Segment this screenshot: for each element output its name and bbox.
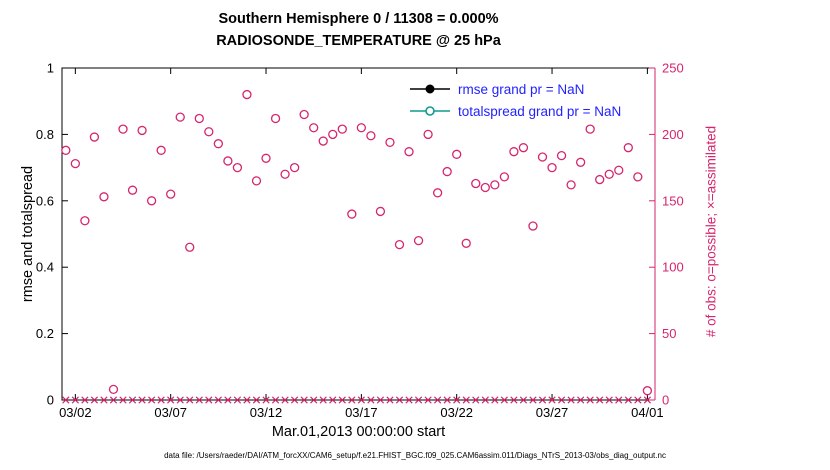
right-axis-ticks: 0 50 100 150 200 250: [649, 61, 684, 408]
data-file-caption: data file: /Users/raeder/DAI/ATM_forcXX/…: [164, 451, 666, 460]
svg-text:0.8: 0.8: [36, 127, 54, 142]
legend-swatch-rmse-line-icon: [410, 84, 450, 94]
svg-text:04/01: 04/01: [631, 405, 664, 420]
assimilated-points: [62, 396, 651, 404]
svg-text:0.2: 0.2: [36, 326, 54, 341]
svg-text:250: 250: [662, 61, 684, 76]
svg-text:200: 200: [662, 127, 684, 142]
svg-text:0.6: 0.6: [36, 193, 54, 208]
possible-points: [61, 89, 653, 396]
svg-text:03/27: 03/27: [536, 405, 569, 420]
y-axis-label-right: # of obs: o=possible; ×=assimilated: [703, 125, 719, 338]
svg-text:03/02: 03/02: [59, 405, 92, 420]
legend-entry-rmse: rmse grand pr = NaN: [408, 78, 621, 100]
svg-text:03/17: 03/17: [345, 405, 378, 420]
svg-text:50: 50: [662, 326, 676, 341]
x-axis-label: Mar.01,2013 00:00:00 start: [271, 424, 446, 440]
legend-label-rmse: rmse grand pr = NaN: [458, 81, 585, 97]
svg-text:1: 1: [47, 61, 54, 76]
legend-label-totalspread: totalspread grand pr = NaN: [458, 103, 622, 119]
chart-title-line1: Southern Hemisphere 0 / 11308 = 0.000%: [218, 11, 499, 27]
left-axis-ticks: 0 0.2 0.4 0.6 0.8 1: [36, 61, 68, 408]
chart-title: Southern Hemisphere 0 / 11308 = 0.000% R…: [62, 8, 655, 52]
legend-entry-totalspread: totalspread grand pr = NaN: [408, 100, 621, 122]
legend-swatch-totalspread-line-icon: [410, 106, 450, 116]
legend: rmse grand pr = NaN totalspread grand pr…: [408, 78, 621, 122]
chart-title-line2: RADIOSONDE_TEMPERATURE @ 25 hPa: [216, 33, 501, 49]
svg-text:150: 150: [662, 193, 684, 208]
svg-text:0.4: 0.4: [36, 260, 54, 275]
svg-text:03/07: 03/07: [154, 405, 187, 420]
y-axis-label-left: rmse and totalspread: [20, 165, 36, 303]
svg-text:0: 0: [662, 393, 669, 408]
axes-box: [61, 67, 656, 401]
svg-text:0: 0: [47, 393, 54, 408]
svg-text:100: 100: [662, 260, 684, 275]
svg-text:03/12: 03/12: [250, 405, 283, 420]
svg-text:03/22: 03/22: [440, 405, 473, 420]
x-axis-ticks: 03/02 03/07 03/12 03/17 03/22 03/27 04/01: [59, 68, 664, 420]
